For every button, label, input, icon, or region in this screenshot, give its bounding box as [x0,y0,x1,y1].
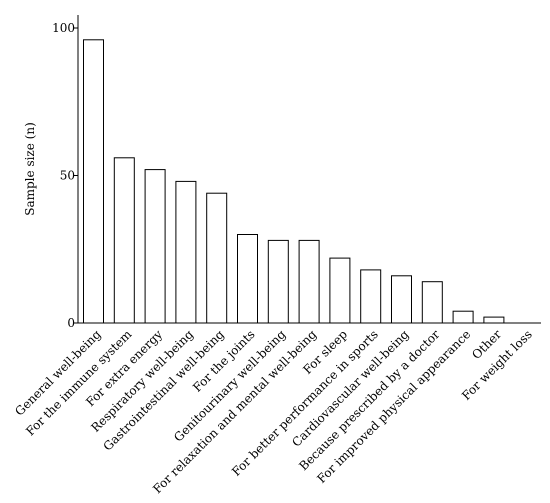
y-tick-label-1: 50 [60,169,75,183]
bar-1 [113,157,135,324]
bar-11 [421,281,443,324]
y-tick-label-0: 0 [67,316,75,330]
bar-3 [175,180,197,324]
axes-group [77,15,541,324]
bar-6 [267,239,289,324]
bar-8 [329,257,351,324]
y-ticks-group: 0 50 100 [52,21,78,330]
y-tick-label-2: 100 [52,21,75,35]
bar-2 [144,169,166,324]
bars-group [83,39,505,324]
bar-13 [483,316,505,324]
bar-0 [83,39,104,324]
y-axis-title: Sample size (n) [23,122,37,216]
bar-12 [452,310,474,324]
bar-7 [298,239,320,324]
bar-9 [360,269,382,324]
bar-4 [206,192,228,324]
bar-10 [391,275,412,324]
bar-5 [237,234,258,324]
